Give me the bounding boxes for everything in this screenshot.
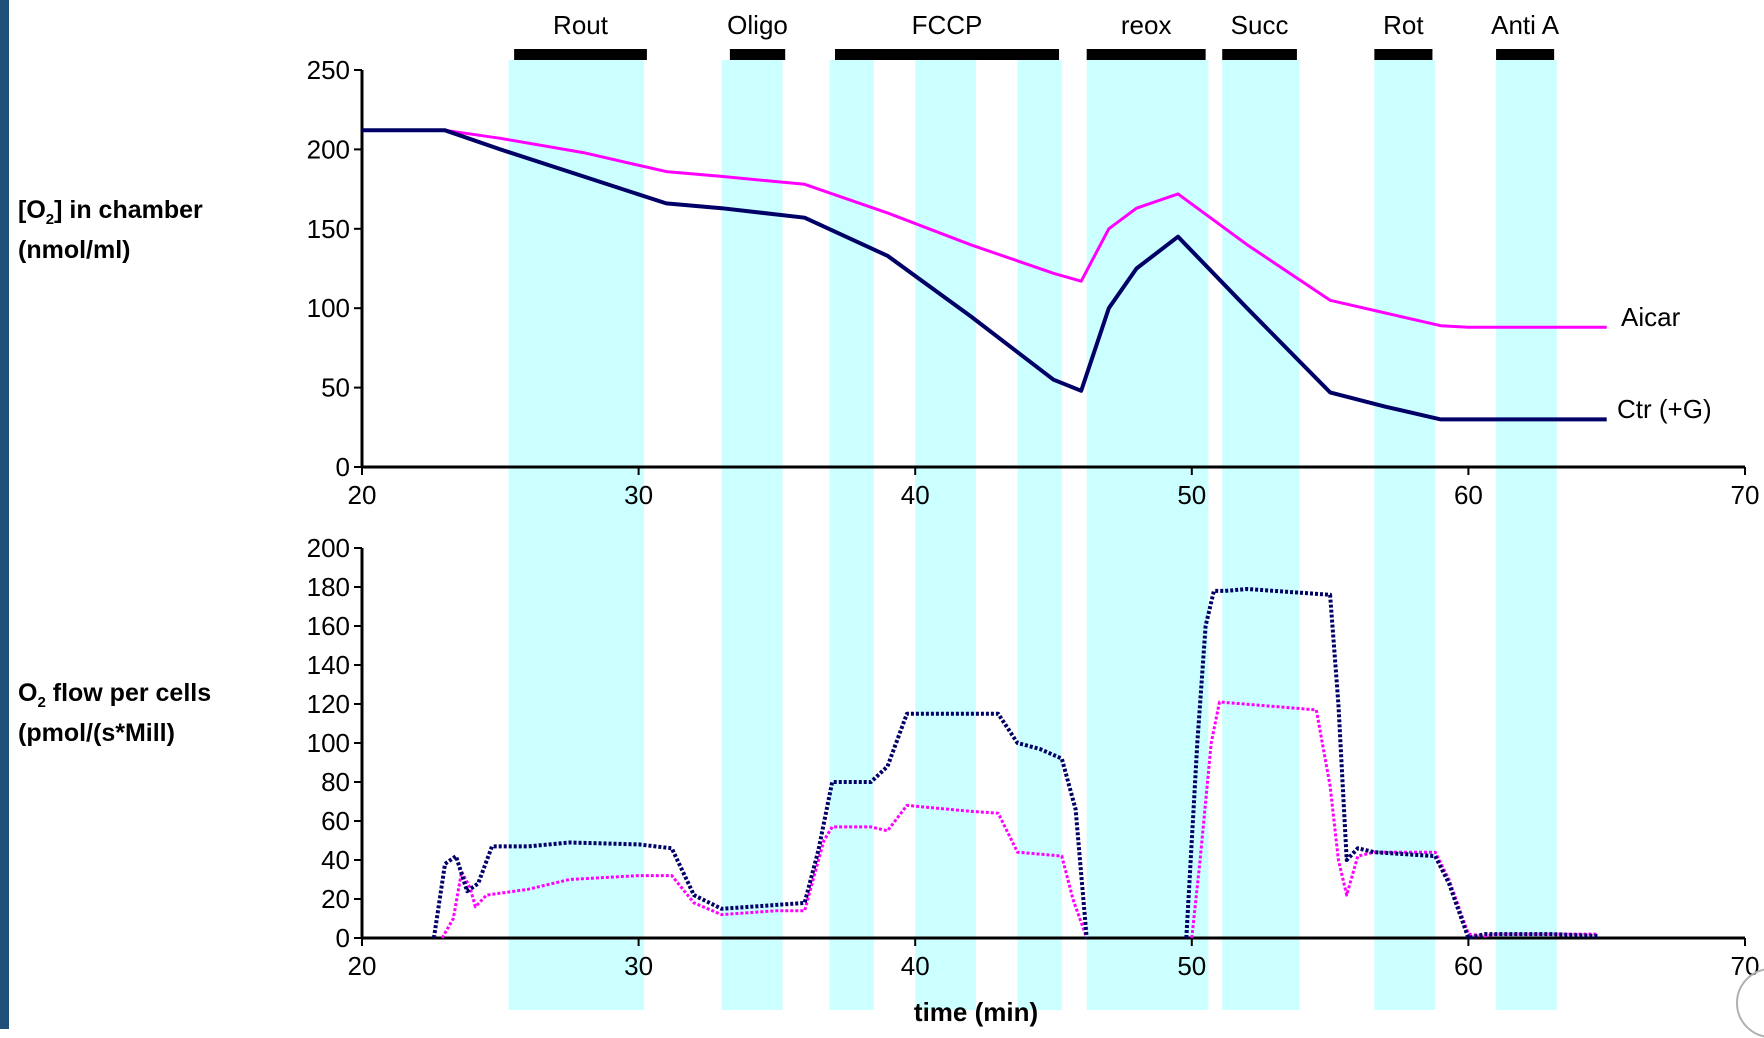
x-tick-label-1-0: 20 [348, 951, 377, 981]
phase-label-5: Rot [1383, 10, 1424, 40]
y-tick-label-0-0: 0 [336, 452, 350, 482]
shaded-band-6 [1222, 60, 1300, 1010]
phase-label-4: Succ [1231, 10, 1289, 40]
series-label-ctr: Ctr (+G) [1617, 394, 1712, 424]
x-tick-label-0-4: 60 [1454, 480, 1483, 510]
phase-label-0: Rout [553, 10, 609, 40]
phase-bar-6 [1496, 49, 1555, 60]
series-ctr-line-1-1 [431, 711, 1089, 939]
phase-bar-0 [514, 49, 647, 60]
series-aicar-line-1-2 [1190, 700, 1599, 939]
phase-bar-1 [729, 49, 786, 60]
phase-bar-5 [1374, 49, 1433, 60]
y-tick-label-1-3: 60 [321, 806, 350, 836]
bottom-y-axis-label: O2 flow per cells (pmol/(s*Mill) [18, 679, 212, 747]
x-tick-label-1-4: 60 [1454, 951, 1483, 981]
phase-label-2: FCCP [912, 10, 983, 40]
shaded-band-8 [1496, 60, 1557, 1010]
x-tick-label-0-2: 40 [901, 480, 930, 510]
x-tick-label-1-3: 50 [1177, 951, 1206, 981]
y-tick-label-0-5: 250 [307, 55, 350, 85]
x-tick-label-1-2: 40 [901, 951, 930, 981]
x-tick-label-0-3: 50 [1177, 480, 1206, 510]
series-ctr-line-1-3 [1184, 587, 1599, 940]
series-label-aicar: Aicar [1621, 302, 1681, 332]
shaded-band-7 [1374, 60, 1436, 1010]
x-axis-title: time (min) [914, 997, 1038, 1027]
phase-label-1: Oligo [727, 10, 788, 40]
phase-label-3: reox [1121, 10, 1172, 40]
phase-bar-3 [1086, 49, 1206, 60]
series-aicar-line-1-0 [440, 803, 1089, 939]
phase-bar-2 [834, 49, 1060, 60]
y-tick-label-0-2: 100 [307, 293, 350, 323]
x-tick-label-0-5: 70 [1731, 480, 1760, 510]
x-tick-label-0-1: 30 [624, 480, 653, 510]
y-tick-label-0-1: 50 [321, 373, 350, 403]
shaded-band-4 [1017, 60, 1062, 1010]
phase-bar-4 [1222, 49, 1297, 60]
y-tick-label-1-1: 20 [321, 884, 350, 914]
shaded-band-1 [721, 60, 783, 1010]
shaded-band-2 [829, 60, 874, 1010]
y-tick-label-1-6: 120 [307, 689, 350, 719]
slide-left-edge [0, 0, 9, 1029]
y-tick-label-1-5: 100 [307, 728, 350, 758]
y-tick-label-1-2: 40 [321, 845, 350, 875]
y-tick-label-1-4: 80 [321, 767, 350, 797]
y-tick-label-1-0: 0 [336, 923, 350, 953]
y-tick-label-0-4: 200 [307, 134, 350, 164]
y-tick-label-1-8: 160 [307, 611, 350, 641]
y-tick-label-1-9: 180 [307, 572, 350, 602]
x-tick-label-1-1: 30 [624, 951, 653, 981]
y-tick-label-1-10: 200 [307, 533, 350, 563]
shaded-band-5 [1086, 60, 1209, 1010]
y-tick-label-0-3: 150 [307, 214, 350, 244]
shaded-band-3 [915, 60, 977, 1010]
series-aicar-line-0-0 [362, 128, 1607, 329]
x-tick-label-0-0: 20 [348, 480, 377, 510]
y-tick-label-1-7: 140 [307, 650, 350, 680]
shaded-band-0 [508, 60, 645, 1010]
phase-label-6: Anti A [1491, 10, 1560, 40]
series-ctr-line-0-1 [362, 128, 1607, 422]
top-y-axis-label: [O2] in chamber (nmol/ml) [18, 196, 203, 264]
